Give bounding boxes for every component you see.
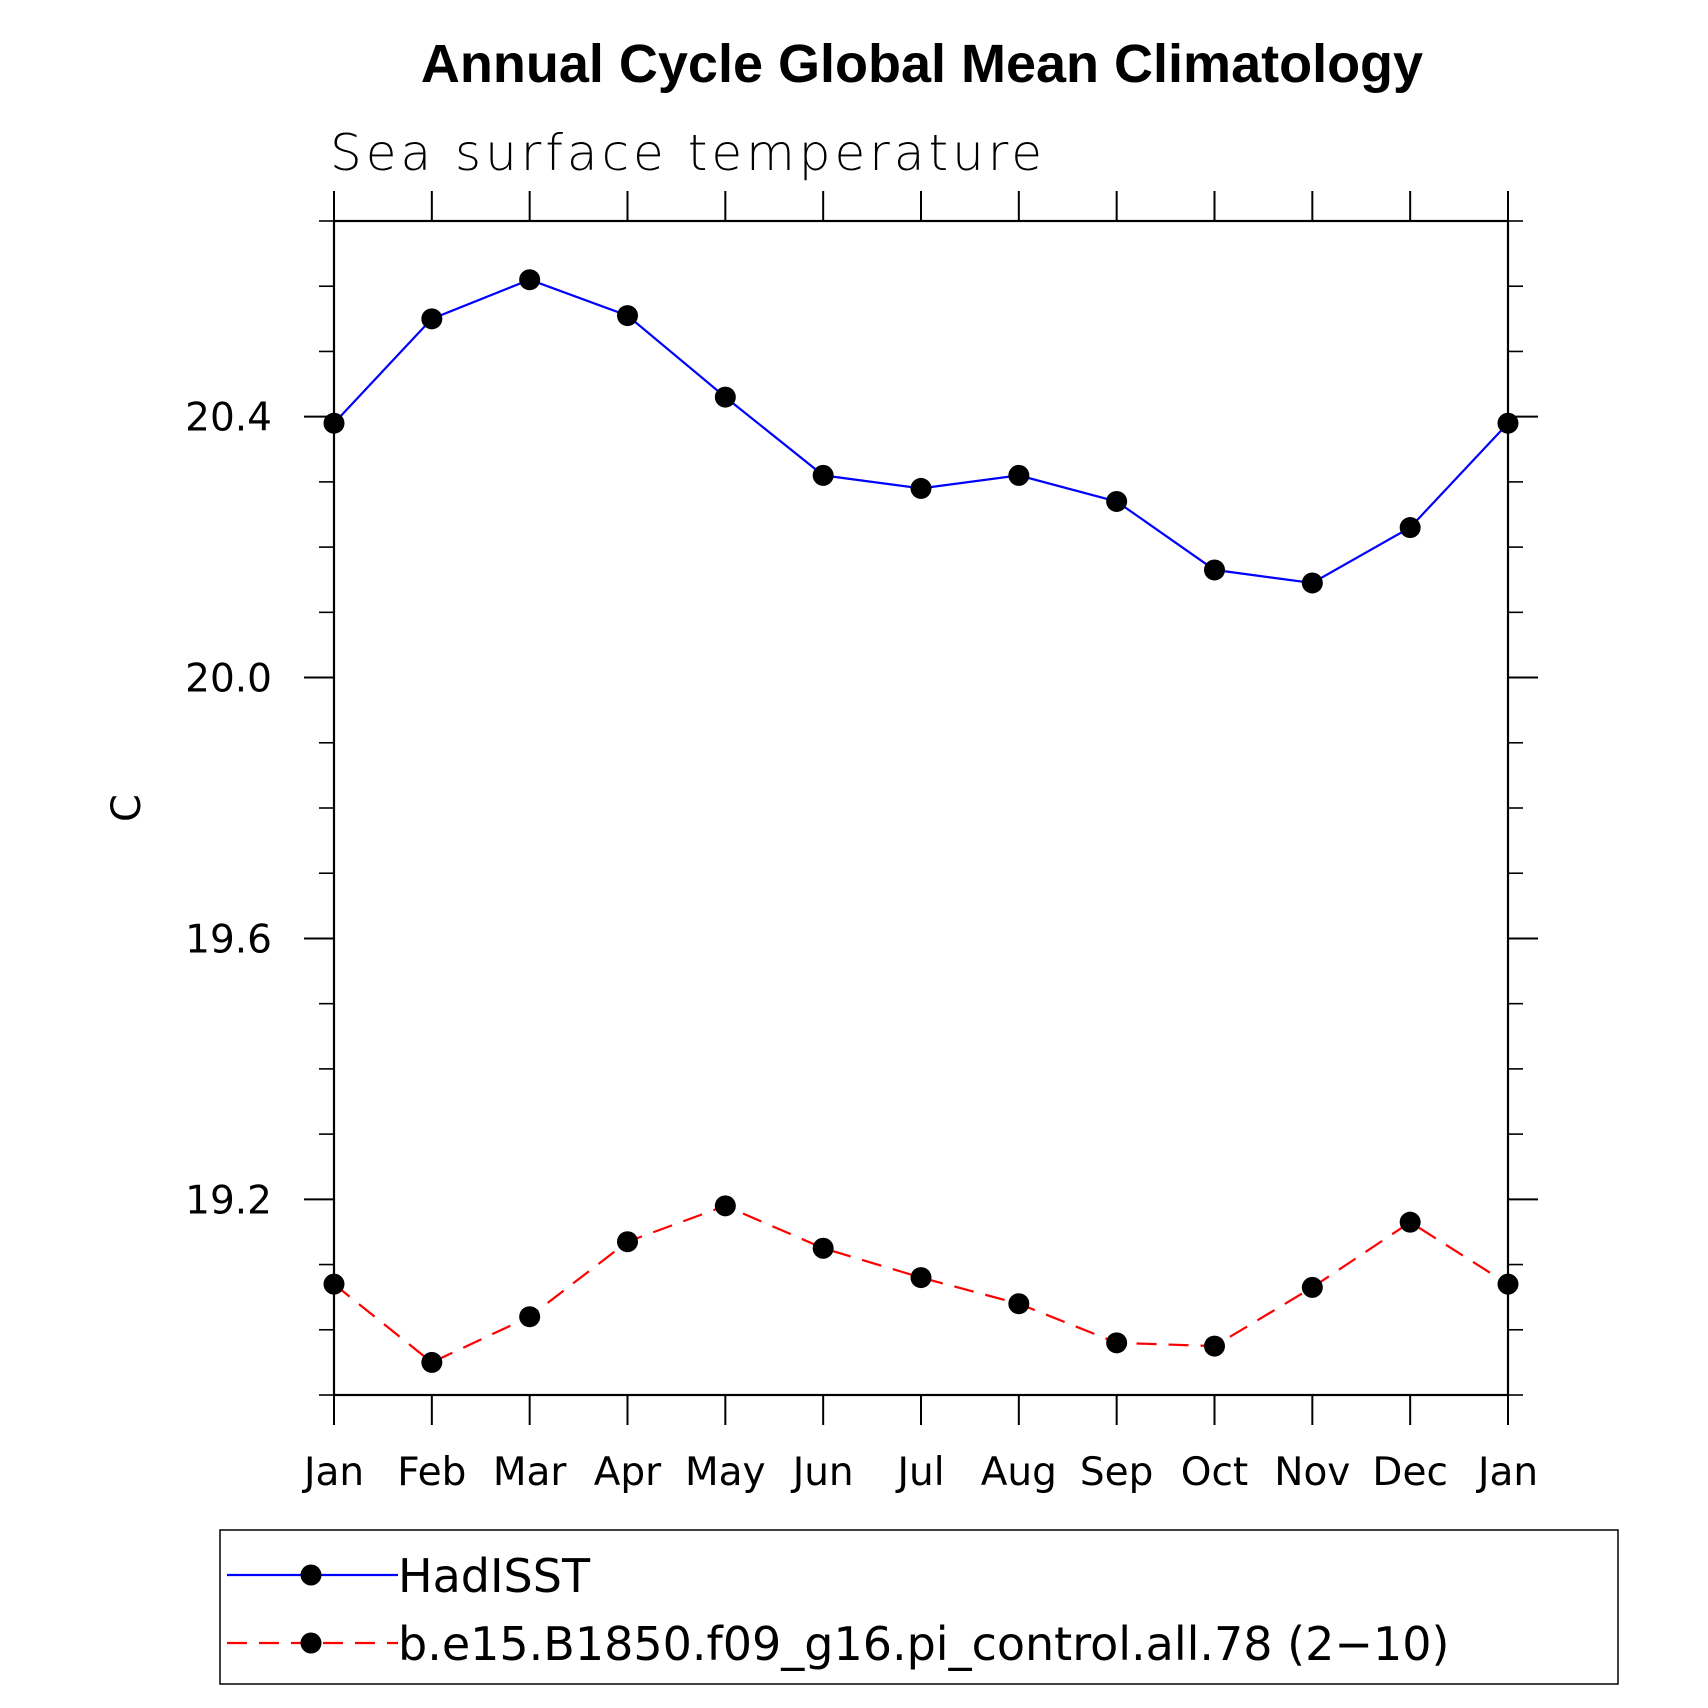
series-1-point xyxy=(421,1351,443,1373)
x-tick-label: Feb xyxy=(397,1450,466,1495)
series-1-point xyxy=(1008,1293,1030,1315)
x-tick-label: Mar xyxy=(493,1450,568,1495)
x-tick-label: Oct xyxy=(1181,1450,1248,1495)
series-1-point xyxy=(1497,1273,1519,1295)
series-0-point xyxy=(1301,572,1323,594)
ticks xyxy=(304,191,1538,1425)
y-tick-label: 19.2 xyxy=(185,1178,272,1223)
chart-title: Annual Cycle Global Mean Climatology xyxy=(421,34,1423,94)
series-0-point xyxy=(1497,412,1519,434)
legend-label-hadisst: HadISST xyxy=(398,1549,591,1603)
series-0-point xyxy=(617,305,638,327)
y-tick-label: 19.6 xyxy=(185,917,272,962)
chart-subtitle: Sea surface temperature xyxy=(330,124,1046,182)
y-tick-label: 20.0 xyxy=(185,657,272,702)
x-tick-label: Nov xyxy=(1274,1450,1350,1495)
series-0-point xyxy=(812,464,834,486)
y-tick-label: 20.4 xyxy=(185,396,272,441)
x-tick-label: Jun xyxy=(790,1450,854,1495)
series-1-point xyxy=(1204,1335,1225,1357)
series-line-0 xyxy=(333,278,1509,585)
series-0-point xyxy=(1008,464,1030,486)
series-1-point xyxy=(617,1231,638,1253)
tick-labels: Jan Feb Mar Apr May Jun Jul Aug Sep Oct Nov Dec Jan 2… xyxy=(185,396,1538,1495)
y-axis-label: C xyxy=(104,794,150,822)
x-tick-label: Jan xyxy=(301,1450,364,1495)
series-1-point xyxy=(714,1195,736,1217)
x-tick-label: May xyxy=(685,1450,766,1495)
series-1-point xyxy=(323,1273,345,1295)
legend-marker-hadisst xyxy=(300,1564,322,1586)
series-0-point xyxy=(421,308,443,330)
x-tick-label: Apr xyxy=(594,1450,662,1495)
legend-marker-model xyxy=(300,1632,322,1654)
series-0-point xyxy=(714,386,736,408)
legend-label-model: b.e15.B1850.f09_g16.pi_control.all.78 (2… xyxy=(398,1617,1449,1671)
axes xyxy=(332,219,1510,1397)
x-tick-label: Dec xyxy=(1372,1450,1447,1495)
plot-frame xyxy=(332,219,1510,1397)
series-0-point xyxy=(910,477,932,499)
series-markers xyxy=(323,269,1519,1373)
legend: HadISST b.e15.B1850.f09_g16.pi_control.a… xyxy=(219,1529,1619,1685)
series-1-point xyxy=(1399,1211,1421,1233)
series-0-point xyxy=(1106,490,1128,512)
x-tick-label: Sep xyxy=(1080,1450,1154,1495)
series-1-point xyxy=(1301,1276,1323,1298)
x-tick-label: Jan xyxy=(1475,1450,1538,1495)
series-0-point xyxy=(323,412,345,434)
series-1-point xyxy=(1106,1332,1128,1354)
series-1-point xyxy=(910,1267,932,1289)
series-1-point xyxy=(519,1306,541,1328)
series-0-point xyxy=(1399,517,1421,539)
series-1-point xyxy=(812,1237,834,1259)
series-0-point xyxy=(1204,559,1225,581)
series-lines xyxy=(333,278,1509,1364)
x-tick-label: Jul xyxy=(894,1450,944,1495)
legend-box xyxy=(219,1529,1619,1685)
series-0-point xyxy=(519,269,541,291)
x-tick-label: Aug xyxy=(981,1450,1057,1495)
